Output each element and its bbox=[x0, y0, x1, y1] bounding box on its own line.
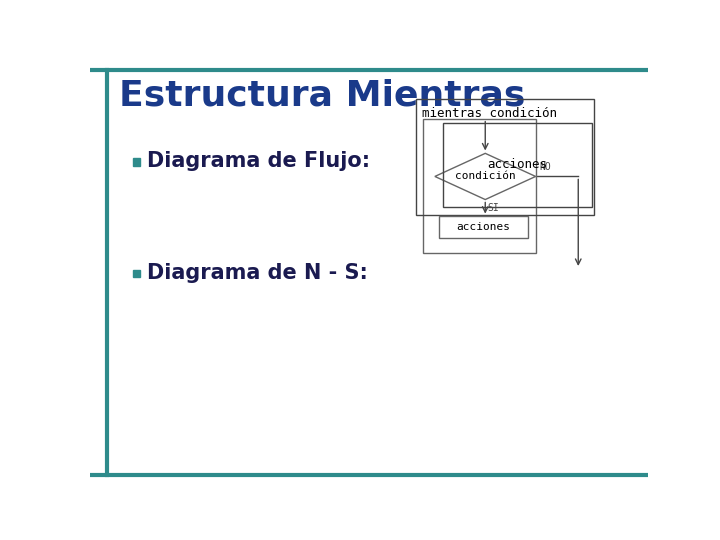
Text: acciones: acciones bbox=[487, 158, 547, 171]
Text: condición: condición bbox=[455, 172, 516, 181]
Text: Diagrama de N - S:: Diagrama de N - S: bbox=[147, 262, 367, 283]
Bar bbox=[415, 99, 594, 215]
Text: acciones: acciones bbox=[456, 222, 510, 232]
Text: Estructura Mientras: Estructura Mientras bbox=[120, 79, 526, 113]
Text: mientras condición: mientras condición bbox=[422, 107, 557, 120]
Bar bbox=[132, 269, 140, 278]
Bar bbox=[132, 158, 140, 166]
Text: NO: NO bbox=[539, 162, 552, 172]
Text: SI: SI bbox=[487, 202, 500, 213]
Bar bbox=[438, 217, 528, 238]
Bar bbox=[423, 119, 536, 253]
Bar bbox=[443, 123, 593, 207]
Text: Diagrama de Flujo:: Diagrama de Flujo: bbox=[147, 151, 369, 171]
